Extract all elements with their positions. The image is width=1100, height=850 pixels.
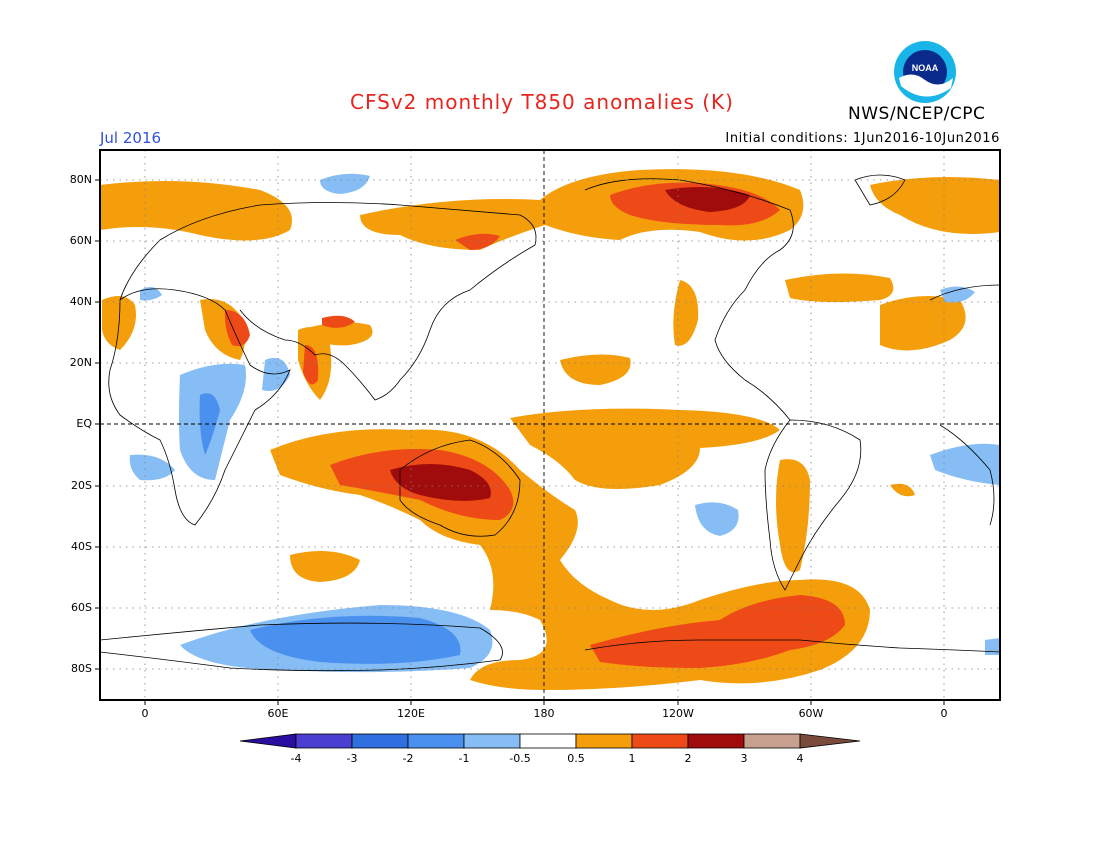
colorbar-segment-gt-4 xyxy=(799,733,861,749)
colorbar-segment-3-2 xyxy=(351,733,409,749)
strong-warm-areas xyxy=(390,186,750,501)
map-title: CFSv2 monthly T850 anomalies (K) xyxy=(350,90,734,114)
colorbar-label: -4 xyxy=(290,752,302,765)
graticule xyxy=(100,150,1000,700)
lon-label-120w: 120W xyxy=(662,707,694,720)
axis-ticks xyxy=(95,179,945,705)
svg-text:NOAA: NOAA xyxy=(912,63,939,73)
colorbar-segment-2-1 xyxy=(407,733,465,749)
lat-label-60n: 60N xyxy=(69,234,92,247)
lon-label-180: 180 xyxy=(533,707,555,720)
colorbar-label: 0.5 xyxy=(567,752,585,765)
colorbar-label: 4 xyxy=(796,752,804,765)
warm-anomaly-areas xyxy=(100,169,1000,690)
lon-label-0-west: 0 xyxy=(141,707,149,720)
colorbar-segment-1-05 xyxy=(463,733,521,749)
lon-label-120e: 120E xyxy=(397,707,425,720)
forecast-month: Jul 2016 xyxy=(100,129,162,147)
colorbar-label: -0.5 xyxy=(509,752,531,765)
colorbar-segment-1-2 xyxy=(631,733,689,749)
colorbar-segment-05-1 xyxy=(575,733,633,749)
colorbar-label: -2 xyxy=(402,752,414,765)
equator-dateline xyxy=(100,150,1000,700)
colorbar-label: -3 xyxy=(346,752,358,765)
colorbar-label: 1 xyxy=(628,752,636,765)
lon-label-0-east: 0 xyxy=(940,707,948,720)
lon-label-60w: 60W xyxy=(798,707,824,720)
lat-label-60s: 60S xyxy=(71,601,92,614)
colorbar xyxy=(239,733,861,749)
lat-label-40s: 40S xyxy=(71,540,92,553)
lat-label-80n: 80N xyxy=(69,173,92,186)
colorbar-label: 3 xyxy=(740,752,748,765)
lat-label-80s: 80S xyxy=(71,662,92,675)
colorbar-label: -1 xyxy=(458,752,470,765)
lat-label-eq: EQ xyxy=(76,417,92,430)
colorbar-segment-neutral xyxy=(519,733,577,749)
anomaly-field xyxy=(100,169,1000,690)
colorbar-segment-lt-4 xyxy=(239,733,297,749)
agency-label: NWS/NCEP/CPC xyxy=(848,104,986,124)
lon-label-60e: 60E xyxy=(267,707,289,720)
moderate-cool-areas xyxy=(199,393,461,664)
initial-conditions: Initial conditions: 1Jun2016-10Jun2016 xyxy=(725,131,1000,146)
noaa-logo: NOAA xyxy=(893,40,957,104)
lat-label-20n: 20N xyxy=(69,356,92,369)
map-frame xyxy=(99,149,1001,701)
colorbar-segment-2-3 xyxy=(687,733,745,749)
colorbar-segment-3-4 xyxy=(743,733,801,749)
colorbar-label: 2 xyxy=(684,752,692,765)
lat-label-20s: 20S xyxy=(71,479,92,492)
coastlines xyxy=(100,174,1000,672)
colorbar-segment-4-3 xyxy=(295,733,353,749)
lat-label-40n: 40N xyxy=(69,295,92,308)
